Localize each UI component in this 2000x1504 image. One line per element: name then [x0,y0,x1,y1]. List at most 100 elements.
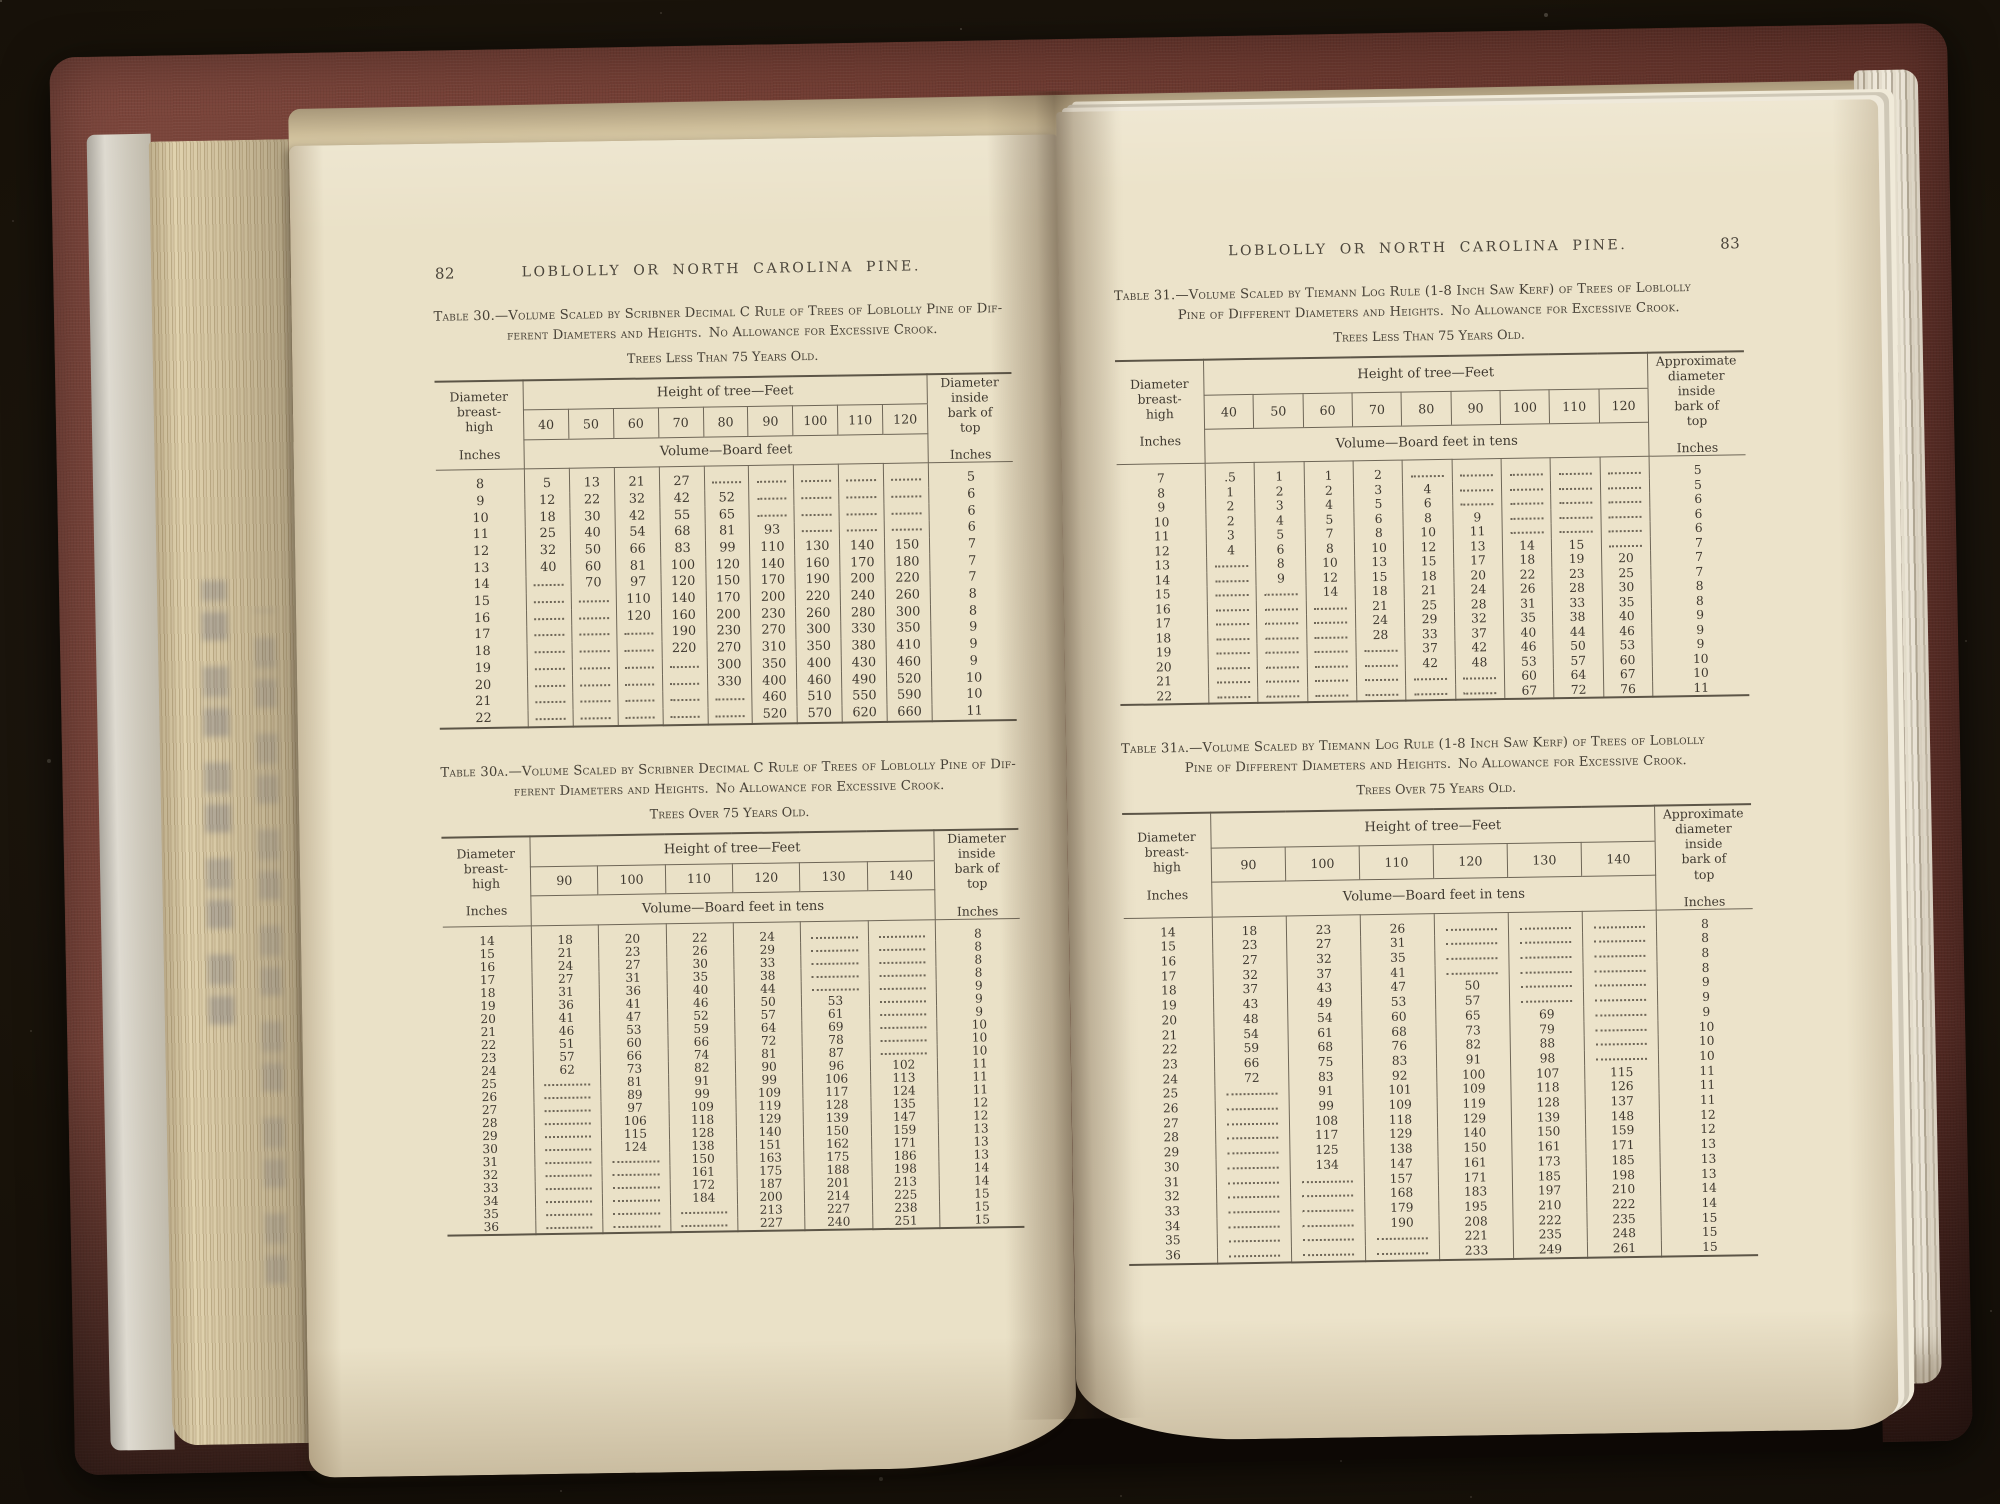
dbh-cell: 23 [444,1051,534,1066]
volume-cell: 21 [614,466,660,492]
volume-cell: 38 [733,968,802,983]
bark-cell: 9 [936,1004,1022,1019]
bark-cell: 14 [1660,1195,1758,1212]
volume-cell: 198 [871,1161,940,1176]
volume-cell: 128 [669,1125,737,1140]
volume-cell: 125 [1289,1142,1365,1159]
volume-cell: 31 [1360,935,1435,952]
volume-cell: 213 [871,1174,940,1189]
blank-cell-leader [1302,1221,1354,1227]
volume-cell [533,1075,602,1090]
volume-cell: 28 [1453,596,1504,613]
volume-cell: 24 [733,921,801,944]
volume-cell: 150 [803,1123,872,1138]
height-column-label: 100 [597,864,666,895]
volume-cell: 64 [1553,667,1604,684]
volume-cell: 460 [886,653,932,672]
volume-cell: 159 [1585,1123,1660,1140]
blank-cell-leader [1519,923,1571,930]
dbh-cell: 11 [436,526,526,545]
volume-cell: 69 [1509,1006,1584,1023]
blank-cell-leader [891,492,922,498]
bark-cell: 8 [1656,960,1754,977]
blank-cell-leader [1226,1104,1278,1111]
volume-cell: 119 [735,1098,804,1113]
volume-cell [703,465,750,491]
volume-cell: 214 [804,1188,873,1203]
volume-cell: 33 [1552,595,1603,611]
page-82-content: 82 LOBLOLLY OR NORTH CAROLINA PINE. Tabl… [289,134,1077,1478]
blank-cell-leader [879,1009,927,1016]
bark-cell: 10 [1658,1033,1755,1050]
blank-cell-leader [801,510,832,516]
bark-cell: 11 [931,702,1017,722]
volume-cell: 66 [615,541,661,559]
bark-cell: 12 [937,1095,1023,1110]
volume-cell: 25 [1601,565,1652,581]
dbh-cell: 27 [445,1103,535,1118]
volume-cell [793,488,840,506]
volume-cell: 54 [1287,1010,1362,1027]
blank-cell-leader [545,1132,592,1138]
blank-cell-leader [1559,527,1593,534]
volume-cell: 11 [1452,524,1503,540]
table-31-block: Table 31.—Volume Scaled by Tiemann Log R… [1114,277,1750,707]
volume-cell: 26 [1360,913,1435,937]
dbh-cell: 10 [1117,514,1207,531]
volume-cell: 190 [1364,1214,1440,1231]
volume-cell [662,707,708,726]
volume-cell: 48 [1454,654,1505,671]
volume-cell [1405,684,1456,701]
volume-cell: 280 [840,604,886,622]
blank-cell-leader [811,958,858,965]
bark-cell: 11 [1658,1077,1756,1094]
volume-cell: 15 [1551,537,1602,553]
volume-cell: 118 [668,1112,737,1127]
volume-cell: 89 [601,1087,669,1102]
volume-cell: 72 [734,1033,803,1048]
volume-cell [535,1218,604,1234]
volume-cell: 8 [1403,510,1453,527]
volume-cell [1501,480,1551,496]
volume-cell: 110 [615,591,662,609]
volume-cell [526,609,572,627]
volume-cell [1584,1035,1659,1051]
volume-cell [602,1178,671,1193]
volume-cell [1291,1230,1366,1247]
volume-cell: 31 [1503,596,1553,612]
header-row: Diameter breast-high Inches Height of tree—… [1122,804,1753,919]
dbh-cell: 8 [1116,485,1206,502]
volume-cell [1305,599,1356,615]
dbh-cell: 17 [438,626,528,645]
dbh-cell: 12 [1117,543,1207,560]
volume-cell: 200 [750,589,796,607]
bark-cell: 5 [1649,454,1746,479]
bark-cell: 8 [935,952,1021,967]
bark-cell: 11 [1652,680,1750,698]
volume-cell: 107 [1510,1065,1585,1082]
blank-cell-leader [545,1158,592,1164]
volume-cell [526,625,572,644]
bark-header-line: bark of [954,860,1000,877]
volume-cell: 188 [804,1162,872,1177]
blank-cell-leader [1559,513,1593,519]
page-82: 82 LOBLOLLY OR NORTH CAROLINA PINE. Tabl… [288,134,1078,1478]
blank-cell-leader [1265,662,1299,669]
volume-cell: 50 [570,541,616,560]
table-30: Diameter breast-high Inches Height of tree—… [434,371,1017,731]
dbh-cell: 21 [439,693,529,712]
table-subtitle: Trees Over 75 Years Old. [1356,780,1517,799]
blank-cell-leader [1227,1148,1279,1155]
volume-cell: 2 [1304,483,1354,499]
volume-cell: 170 [705,589,751,608]
stub-header-line: breast- [1144,844,1189,860]
volume-cell: 134 [1290,1157,1365,1174]
blank-cell-leader [1364,690,1398,696]
volume-cell: 35 [1360,950,1436,967]
volume-cell: 171 [1585,1137,1660,1154]
blank-cell-leader [1215,605,1249,612]
volume-cell: 220 [661,640,707,658]
volume-cell: 150 [884,536,930,555]
volume-cell: 138 [1363,1141,1439,1158]
volume-cell: 5 [1353,497,1404,513]
